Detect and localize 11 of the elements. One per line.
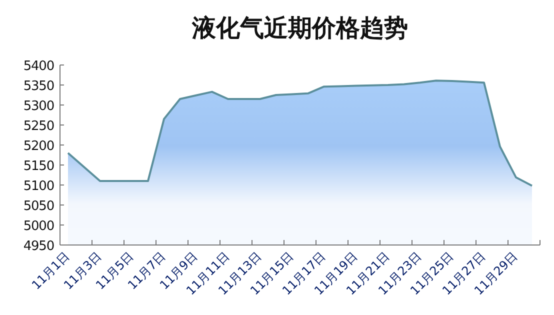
y-tick-label: 5000	[23, 219, 54, 234]
y-tick-label: 4950	[23, 239, 54, 254]
y-tick-label: 5250	[23, 119, 54, 134]
y-tick-label: 5050	[23, 199, 54, 214]
chart-title: 液化气近期价格趋势	[191, 14, 408, 42]
y-tick-label: 5400	[23, 59, 54, 74]
y-tick-label: 5200	[23, 139, 54, 154]
y-tick-label: 5150	[23, 159, 54, 174]
y-tick-label: 5100	[23, 179, 54, 194]
y-tick-label: 5300	[23, 99, 54, 114]
y-tick-label: 5350	[23, 79, 54, 94]
